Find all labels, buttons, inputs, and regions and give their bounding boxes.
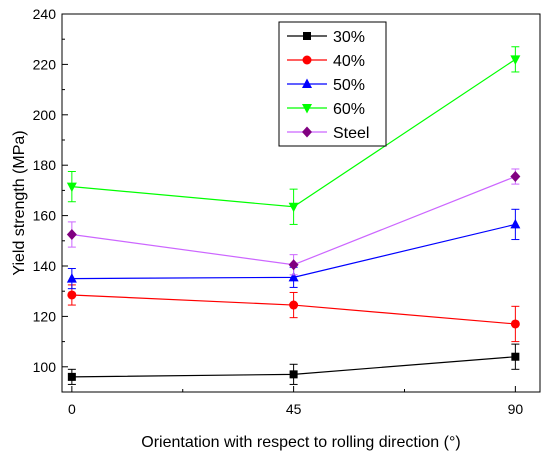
x-tick-label: 45 bbox=[286, 401, 302, 417]
series-60-percent bbox=[66, 46, 521, 225]
series-30-percent bbox=[67, 343, 520, 385]
legend-label: Steel bbox=[333, 125, 369, 142]
legend: 30% 40% 50% 60% Steel bbox=[278, 21, 387, 147]
series-layer bbox=[66, 46, 521, 385]
data-point bbox=[288, 259, 299, 271]
series-steel bbox=[66, 168, 521, 276]
data-point bbox=[510, 319, 520, 329]
legend-marker bbox=[303, 32, 311, 40]
legend-marker bbox=[302, 78, 312, 88]
legend-marker bbox=[302, 55, 312, 65]
series-50-percent bbox=[66, 208, 521, 290]
legend-marker bbox=[302, 126, 312, 138]
x-tick-label: 0 bbox=[68, 401, 76, 417]
y-tick-label: 240 bbox=[33, 6, 57, 22]
legend-item: 50% bbox=[287, 77, 365, 94]
legend-label: 60% bbox=[333, 101, 365, 118]
legend-label: 30% bbox=[333, 29, 365, 46]
y-tick-label: 180 bbox=[33, 157, 57, 173]
y-tick-label: 200 bbox=[33, 107, 57, 123]
legend-marker bbox=[302, 104, 312, 114]
y-tick-label: 120 bbox=[33, 308, 57, 324]
data-point bbox=[66, 273, 77, 283]
data-point bbox=[67, 290, 77, 300]
series-40-percent bbox=[67, 284, 520, 343]
data-point bbox=[288, 271, 299, 282]
x-axis-title: Orientation with respect to rolling dire… bbox=[141, 434, 460, 451]
x-tick-labels: 0 45 90 bbox=[68, 401, 523, 417]
legend-label: 40% bbox=[333, 53, 365, 70]
legend-item: Steel bbox=[287, 125, 369, 142]
data-point bbox=[67, 372, 76, 381]
legend-item: 60% bbox=[287, 101, 365, 118]
data-point bbox=[66, 182, 77, 193]
y-tick-label: 100 bbox=[33, 359, 57, 375]
data-point bbox=[289, 300, 299, 310]
data-point bbox=[66, 229, 77, 240]
y-tick-label: 140 bbox=[33, 258, 57, 274]
legend-label: 50% bbox=[333, 77, 365, 94]
y-tick-labels: 100 120 140 160 180 200 220 240 bbox=[33, 6, 57, 375]
legend-item: 40% bbox=[287, 53, 365, 70]
legend-item: 30% bbox=[287, 29, 365, 46]
y-tick-label: 160 bbox=[33, 208, 57, 224]
data-point bbox=[510, 55, 521, 65]
data-point bbox=[511, 352, 520, 361]
data-point bbox=[289, 370, 298, 379]
data-point bbox=[510, 218, 521, 229]
data-point bbox=[510, 171, 521, 183]
plot-frame bbox=[61, 13, 541, 393]
y-axis-title: Yield strength (MPa) bbox=[11, 130, 28, 275]
x-tick-label: 90 bbox=[508, 401, 524, 417]
data-point bbox=[288, 202, 299, 213]
y-tick-label: 220 bbox=[33, 56, 57, 72]
